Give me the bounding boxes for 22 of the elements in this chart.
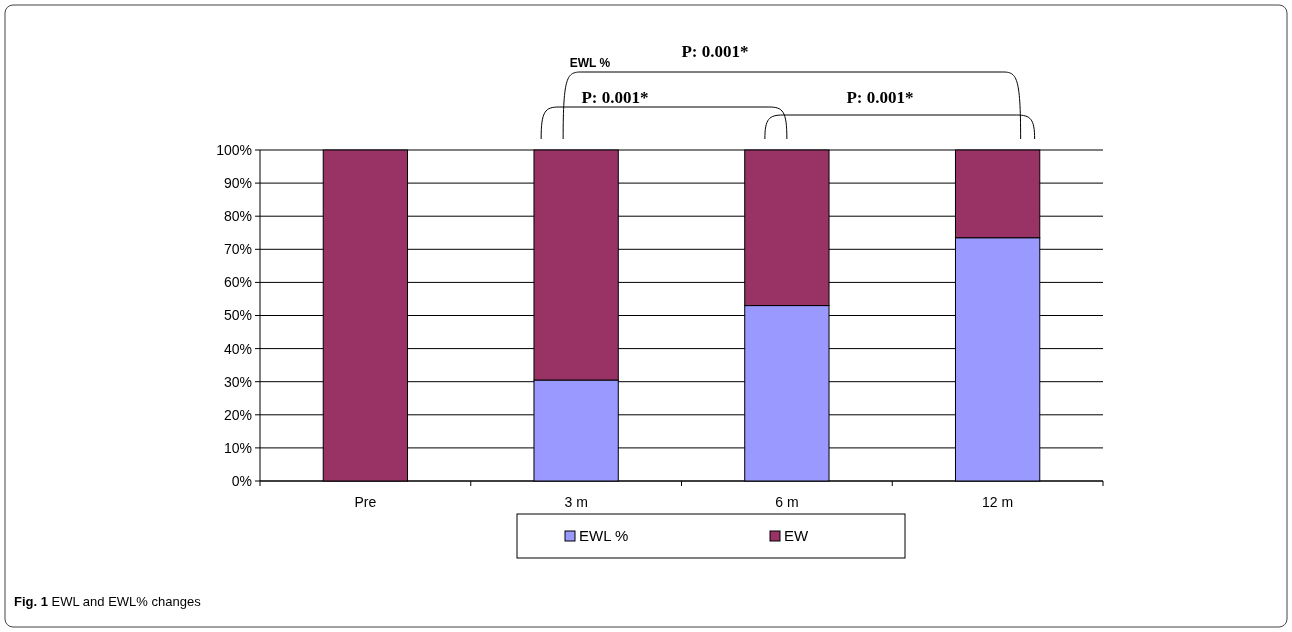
y-tick-label: 100% — [216, 141, 252, 158]
y-tick-label: 60% — [223, 274, 252, 291]
x-tick-label: Pre — [354, 494, 377, 510]
text: P: 0.001* — [581, 88, 649, 107]
y-tick-label: 0% — [231, 472, 252, 489]
y-tick-label: 40% — [223, 340, 252, 357]
legend-label: EW — [784, 527, 809, 545]
y-tick-label: 20% — [223, 406, 252, 423]
x-tick-label: 12 m — [982, 494, 1014, 510]
x-tick-label: 3 m — [564, 494, 588, 510]
x-tick-label: 6 m — [775, 494, 799, 510]
y-tick-label: 70% — [223, 241, 252, 258]
y-tick-label: 90% — [223, 175, 252, 191]
caption: Fig. 1 EWL and EWL% changes — [14, 594, 202, 609]
y-tick-label: 50% — [223, 307, 252, 324]
text: P: 0.001* — [681, 42, 749, 61]
chart-title: EWL % — [569, 56, 611, 70]
text: P: 0.001* — [846, 88, 914, 107]
legend-label: EWL % — [579, 527, 629, 545]
y-tick-label: 30% — [223, 373, 252, 390]
y-tick-label: 80% — [223, 208, 252, 225]
y-tick-label: 10% — [223, 439, 252, 456]
